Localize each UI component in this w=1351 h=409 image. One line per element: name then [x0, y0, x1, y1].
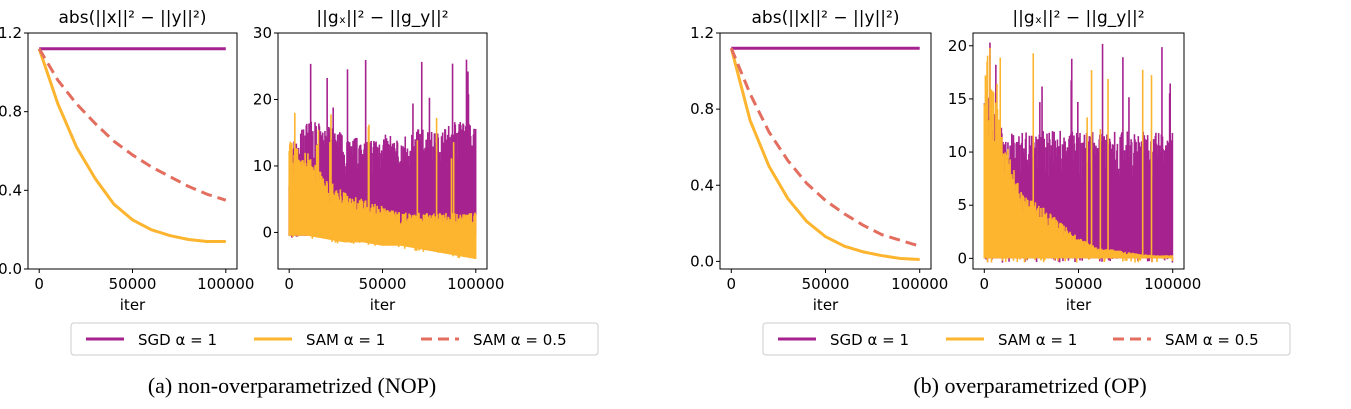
- x-tick-label: 50000: [109, 275, 157, 293]
- x-tick-label: 0: [980, 275, 990, 293]
- legend-box: [70, 322, 599, 356]
- y-tick-label: 1.2: [690, 24, 714, 42]
- x-tick-label: 50000: [802, 275, 850, 293]
- x-tick-label: 100000: [1144, 275, 1201, 293]
- legend-box: [762, 322, 1291, 356]
- chart-title: ||gₓ||² − ||g_y||²: [1012, 8, 1144, 28]
- series-sam1-trace: [288, 112, 477, 259]
- x-tick-label: 0: [34, 275, 44, 293]
- legend-label-sgd: SGD α = 1: [830, 331, 909, 349]
- chart-panel-2: 0 50000 100000 0 10 20 30 iter ||gₓ||² − ||g_y||…: [253, 8, 505, 314]
- axes-frame: [27, 32, 238, 270]
- x-tick-label: 50000: [1055, 275, 1103, 293]
- series-sam1-line: [729, 47, 920, 261]
- legend-b: SGD α = 1 SAM α = 1 SAM α = 0.5: [762, 322, 1291, 356]
- x-tick-label: 0: [284, 275, 294, 293]
- x-axis-label: iter: [370, 296, 396, 314]
- axes-frame: [719, 32, 932, 270]
- y-tick-label: 30: [253, 24, 272, 42]
- legend-label-sam05: SAM α = 0.5: [473, 331, 567, 349]
- y-tick-label: 0.0: [690, 252, 714, 270]
- x-tick-label: 50000: [359, 275, 407, 293]
- series-sam1-trace: [983, 47, 1174, 263]
- chart-panel-4: 0 50000 100000 0 5 10 15 20 iter ||gₓ||² − ||g_y|…: [948, 8, 1201, 314]
- y-tick-label: 0.4: [690, 176, 714, 194]
- plot-area: [288, 59, 477, 259]
- plot-area: [37, 47, 227, 243]
- chart-panel-3: 0 50000 100000 0.0 0.4 0.8 1.2 iter abs(||x||² −…: [690, 8, 948, 314]
- y-tick-label: 10: [253, 157, 272, 175]
- plot-area: [983, 42, 1174, 263]
- legend-label-sgd: SGD α = 1: [138, 331, 217, 349]
- x-axis-label: iter: [813, 296, 839, 314]
- y-tick-label: 0.4: [0, 181, 22, 199]
- y-tick-label: 20: [253, 90, 272, 108]
- x-tick-label: 100000: [447, 275, 504, 293]
- x-tick-label: 100000: [197, 275, 254, 293]
- chart-title: ||gₓ||² − ||g_y||²: [316, 8, 448, 28]
- y-tick-label: 0.8: [0, 103, 22, 121]
- series-sam1-line: [37, 48, 226, 243]
- y-tick-label: 0: [957, 249, 967, 267]
- plot-area: [729, 46, 921, 261]
- y-tick-label: 5: [957, 196, 967, 214]
- legend-label-sam1: SAM α = 1: [306, 331, 385, 349]
- series-sam05-line: [37, 47, 227, 202]
- y-tick-label: 1.2: [0, 24, 22, 42]
- caption-a: (a) non-overparametrized (NOP): [148, 373, 436, 398]
- y-tick-label: 0.0: [0, 260, 22, 278]
- legend-label-sam05: SAM α = 0.5: [1165, 331, 1259, 349]
- x-axis-label: iter: [1066, 296, 1092, 314]
- y-tick-label: 0: [262, 223, 272, 241]
- x-tick-label: 0: [727, 275, 737, 293]
- series-sam05-line: [729, 47, 921, 248]
- chart-panel-1: 0 50000 100000 0.0 0.4 0.8 1.2 iter abs(||x||² −…: [0, 8, 254, 314]
- x-axis-label: iter: [120, 296, 146, 314]
- legend-a: SGD α = 1 SAM α = 1 SAM α = 0.5: [70, 322, 599, 356]
- y-tick-label: 20: [948, 37, 967, 55]
- y-tick-label: 15: [948, 90, 967, 108]
- chart-title: abs(||x||² − ||y||²): [752, 8, 900, 28]
- y-tick-label: 10: [948, 143, 967, 161]
- chart-title: abs(||x||² − ||y||²): [59, 8, 207, 28]
- y-tick-label: 0.8: [690, 100, 714, 118]
- x-tick-label: 100000: [891, 275, 948, 293]
- legend-label-sam1: SAM α = 1: [998, 331, 1077, 349]
- caption-b: (b) overparametrized (OP): [913, 373, 1146, 398]
